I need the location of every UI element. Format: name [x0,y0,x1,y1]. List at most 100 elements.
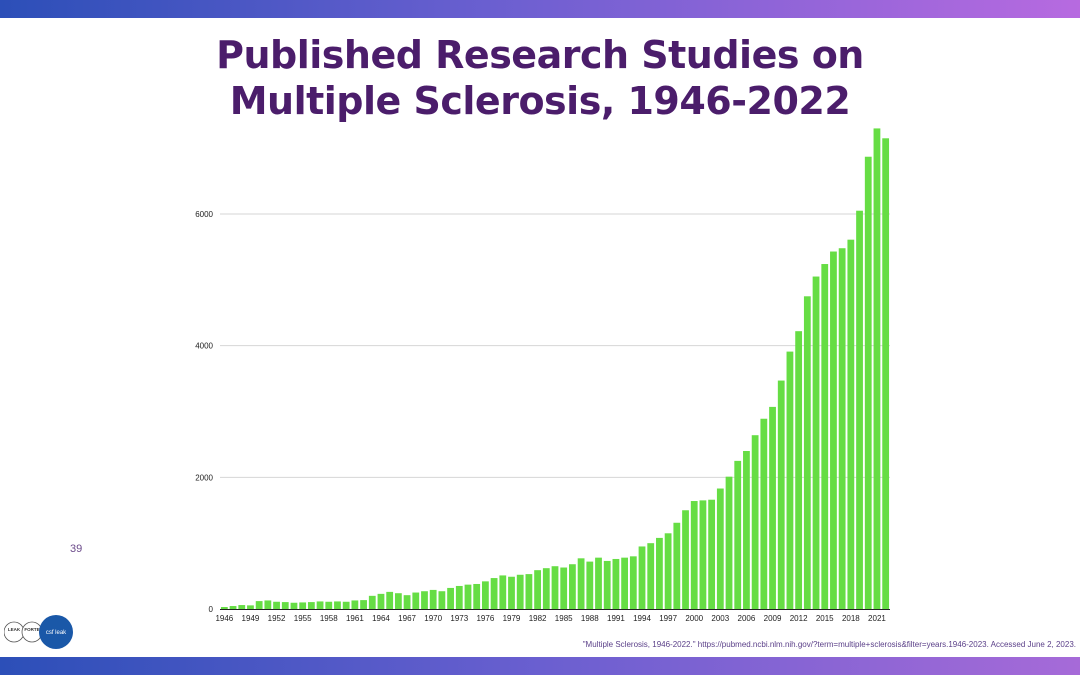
bar [760,418,768,609]
bar [360,600,367,609]
bar [229,606,237,609]
bar [769,406,776,609]
x-tick-label: 1952 [268,614,286,623]
x-tick-label: 1976 [476,614,494,623]
bar [873,128,881,610]
bar [830,251,837,609]
bar [751,435,759,609]
bar [429,589,437,609]
bar [351,600,359,609]
bar [743,451,750,609]
slide-title: Published Research Studies on Multiple S… [0,32,1080,124]
bar [403,595,411,609]
x-tick-label: 1973 [450,614,468,623]
x-tick-label: 1991 [607,614,625,623]
bar [803,296,811,609]
bar [290,602,298,609]
bar [595,557,602,609]
bar [334,601,341,609]
x-tick-label: 1997 [659,614,677,623]
x-tick-label: 2003 [711,614,729,623]
bar [316,601,324,609]
bar [629,556,637,609]
bar [777,380,785,609]
top-gradient-band [0,0,1080,18]
x-tick-label: 2006 [738,614,756,623]
x-tick-label: 1994 [633,614,651,623]
x-tick-label: 1967 [398,614,416,623]
x-tick-label: 1964 [372,614,390,623]
bar [856,210,863,609]
bar [220,607,228,609]
bar [647,543,655,609]
slide-number: 39 [70,543,83,555]
bar [847,239,855,609]
bar [264,600,272,609]
bar [725,476,733,609]
bar [699,500,707,610]
bar [421,591,428,609]
bottom-gradient-band [0,657,1080,675]
organization-logos: LEAK FORTE csf leak [4,615,73,649]
bar [882,138,890,610]
bar [673,522,681,609]
bar [664,533,672,609]
bar [682,510,689,609]
bar [838,248,846,610]
bar [812,276,820,609]
title-line-1: Published Research Studies on [216,33,864,77]
bar [864,156,872,610]
x-tick-label: 2015 [816,614,834,623]
bar [325,601,333,609]
x-tick-label: 2012 [790,614,808,623]
bar [795,331,803,609]
bar [542,568,550,609]
bar [786,351,794,609]
bar [368,595,376,609]
leak-forte-logo: LEAK FORTE [4,621,43,643]
x-tick-label: 1955 [294,614,312,623]
bar [508,576,515,609]
x-tick-label: 2018 [842,614,860,623]
bar [716,488,724,609]
y-tick-label: 6000 [195,210,213,219]
y-tick-label: 4000 [195,342,213,351]
bar [490,578,498,609]
bar [551,566,559,609]
bar [603,560,611,609]
bar [412,592,420,609]
source-citation: "Multiple Sclerosis, 1946-2022." https:/… [582,640,1076,649]
title-line-2: Multiple Sclerosis, 1946-2022 [229,79,851,123]
bar [447,587,454,609]
csf-leak-logo-text: csf leak [46,630,67,636]
bar [612,558,620,609]
y-tick-label: 2000 [195,473,213,482]
bar [377,593,385,609]
csf-leak-logo: csf leak [39,615,73,649]
bar [656,537,663,609]
bar [516,574,524,609]
x-tick-label: 1985 [555,614,573,623]
bar [255,601,263,609]
bar [299,602,307,609]
bar [482,581,489,609]
bar [238,605,246,609]
bar [464,584,472,609]
bar [394,593,402,609]
bar [569,564,576,609]
bar [438,591,446,609]
x-tick-label: 1979 [503,614,521,623]
bar [455,585,463,609]
x-tick-label: 1946 [215,614,233,623]
bar [560,567,568,609]
x-tick-label: 2021 [868,614,886,623]
x-tick-label: 2000 [685,614,703,623]
bar [621,557,629,609]
bar [534,570,541,609]
bar [273,601,280,609]
bar [734,460,742,610]
x-tick-label: 1961 [346,614,364,623]
bar [342,601,350,609]
bar [586,561,594,609]
